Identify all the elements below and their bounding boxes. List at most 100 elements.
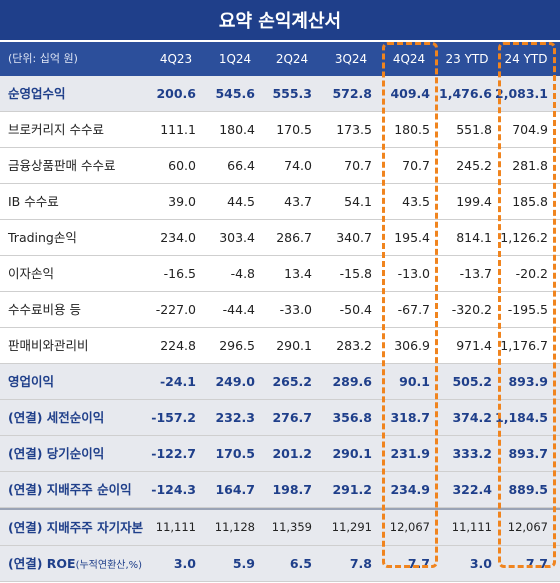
value-cell: 505.2 (452, 374, 492, 389)
row-label-text: 브로커리지 수수료 (8, 122, 104, 137)
row-label: (연결) 지배주주 순이익 (8, 472, 132, 507)
value-cell: 231.9 (390, 446, 430, 461)
value-cell: 340.7 (336, 230, 372, 245)
value-cell: -124.3 (151, 482, 196, 497)
value-cell: -320.2 (451, 302, 492, 317)
row-label-text: 금융상품판매 수수료 (8, 158, 116, 173)
table-row: 순영업수익 200.6 545.6 555.3 572.8 409.4 1,476.6 2,0… (0, 76, 560, 112)
value-cell: 286.7 (276, 230, 312, 245)
column-header: 24 YTD (504, 52, 548, 66)
value-cell: 234.0 (160, 230, 196, 245)
value-cell: 11,111 (451, 520, 492, 534)
row-label-text: 이자손익 (8, 266, 55, 281)
value-cell: -20.2 (515, 266, 548, 281)
row-label: (연결) 세전순이익 (8, 400, 104, 435)
value-cell: 265.2 (272, 374, 312, 389)
value-cell: 7.7 (407, 556, 430, 571)
row-label-text: IB 수수료 (8, 194, 59, 209)
table-header: (단위: 십억 원) 4Q23 1Q24 2Q24 3Q24 4Q24 23 YTD 24 … (0, 42, 560, 76)
value-cell: 170.5 (276, 122, 312, 137)
table-row: 수수료비용 등 -227.0 -44.4 -33.0 -50.4 -67.7 -320.2-… (0, 292, 560, 328)
table-row: (연결) ROE(누적연환산,%) 3.0 5.9 6.5 7.8 7.7 3.0 7.7 (0, 546, 560, 582)
value-cell: 3.0 (173, 556, 196, 571)
value-cell: 70.7 (344, 158, 372, 173)
column-header: 4Q24 (392, 52, 426, 66)
income-statement-table: 순영업수익 200.6 545.6 555.3 572.8 409.4 1,476.6 2,0… (0, 76, 560, 582)
row-label: 영업이익 (8, 364, 54, 399)
value-cell: 43.7 (284, 194, 312, 209)
table-row: (연결) 당기순이익 -122.7 170.5 201.2 290.1 231.9 333.… (0, 436, 560, 472)
table-row: (연결) 지배주주 순이익 -124.3 164.7 198.7 291.2 234.9 3… (0, 472, 560, 508)
value-cell: 1,476.6 (439, 86, 492, 101)
value-cell: 234.9 (390, 482, 430, 497)
value-cell: -33.0 (279, 302, 312, 317)
value-cell: 111.1 (160, 122, 196, 137)
value-cell: 290.1 (332, 446, 372, 461)
value-cell: 60.0 (168, 158, 196, 173)
value-cell: 893.9 (508, 374, 548, 389)
value-cell: 283.2 (336, 338, 372, 353)
value-cell: 245.2 (456, 158, 492, 173)
value-cell: 296.5 (219, 338, 255, 353)
value-cell: 551.8 (456, 122, 492, 137)
value-cell: 44.5 (227, 194, 255, 209)
table-row: IB 수수료 39.0 44.5 43.7 54.1 43.5 199.4 185.8 (0, 184, 560, 220)
row-label: 이자손익 (8, 256, 54, 291)
value-cell: -122.7 (151, 446, 196, 461)
value-cell: 7.8 (349, 556, 372, 571)
value-cell: -24.1 (159, 374, 196, 389)
value-cell: 11,111 (155, 520, 196, 534)
value-cell: 5.9 (232, 556, 255, 571)
value-cell: 545.6 (215, 86, 255, 101)
table-row: 판매비와관리비 224.8 296.5 290.1 283.2 306.9 971.4 1,1… (0, 328, 560, 364)
value-cell: 1,184.5 (495, 410, 548, 425)
table-row: 브로커리지 수수료 111.1 180.4 170.5 173.5 180.5 551.8 7… (0, 112, 560, 148)
row-label: 판매비와관리비 (8, 328, 89, 363)
row-label-text: 수수료비용 등 (8, 302, 81, 317)
unit-label: (단위: 십억 원) (8, 52, 78, 65)
value-cell: 318.7 (390, 410, 430, 425)
value-cell: 249.0 (215, 374, 255, 389)
row-label: IB 수수료 (8, 184, 59, 219)
value-cell: 224.8 (160, 338, 196, 353)
value-cell: 39.0 (168, 194, 196, 209)
value-cell: 814.1 (456, 230, 492, 245)
value-cell: -13.7 (459, 266, 492, 281)
row-label: 브로커리지 수수료 (8, 112, 104, 147)
value-cell: 12,067 (507, 520, 548, 534)
value-cell: 11,128 (214, 520, 255, 534)
table-row: Trading손익 234.0 303.4 286.7 340.7 195.4 814.1 1… (0, 220, 560, 256)
row-label: 금융상품판매 수수료 (8, 148, 115, 183)
table-row: (연결) 세전순이익 -157.2 232.3 276.7 356.8 318.7 374.… (0, 400, 560, 436)
value-cell: 170.5 (215, 446, 255, 461)
column-header: 23 YTD (445, 52, 489, 66)
value-cell: 3.0 (469, 556, 492, 571)
value-cell: 90.1 (399, 374, 430, 389)
value-cell: 281.8 (512, 158, 548, 173)
value-cell: -44.4 (222, 302, 255, 317)
row-label-text: 판매비와관리비 (8, 338, 89, 353)
value-cell: 289.6 (332, 374, 372, 389)
value-cell: 54.1 (344, 194, 372, 209)
value-cell: 74.0 (284, 158, 312, 173)
value-cell: 199.4 (456, 194, 492, 209)
value-cell: -16.5 (163, 266, 196, 281)
value-cell: 70.7 (402, 158, 430, 173)
row-label-text: (연결) 지배주주 순이익 (8, 482, 132, 497)
row-label-sub: (누적연환산,%) (75, 560, 143, 571)
value-cell: 374.2 (452, 410, 492, 425)
value-cell: 356.8 (332, 410, 372, 425)
value-cell: 1,126.2 (500, 230, 548, 245)
column-header: 1Q24 (218, 52, 252, 66)
value-cell: 195.4 (394, 230, 430, 245)
value-cell: 11,291 (331, 520, 372, 534)
row-label-text: (연결) ROE (8, 556, 76, 571)
value-cell: -50.4 (339, 302, 372, 317)
table-row: (연결) 지배주주 자기자본 11,111 11,128 11,359 11,291 12… (0, 508, 560, 546)
row-label: 수수료비용 등 (8, 292, 81, 327)
value-cell: 306.9 (394, 338, 430, 353)
value-cell: 6.5 (289, 556, 312, 571)
value-cell: 290.1 (276, 338, 312, 353)
value-cell: -195.5 (507, 302, 548, 317)
value-cell: 276.7 (272, 410, 312, 425)
